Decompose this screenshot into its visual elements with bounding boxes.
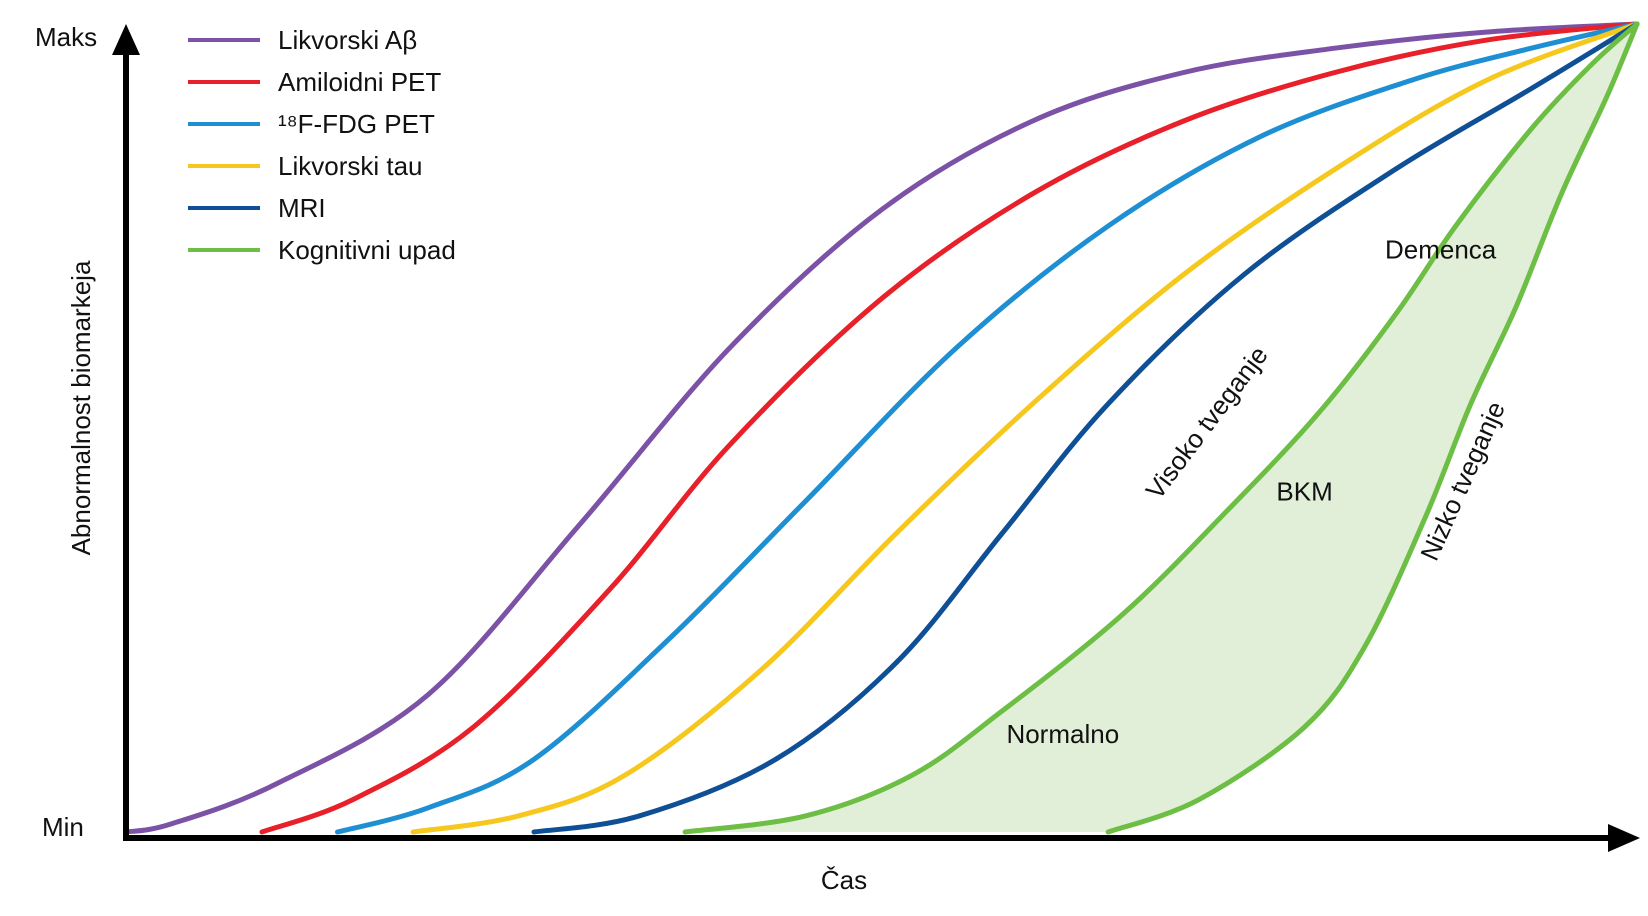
legend-label-4: Likvorski tau [278, 151, 423, 181]
legend-label-1: Likvorski Aβ [278, 25, 417, 55]
legend-label-3: ¹⁸F-FDG PET [278, 109, 435, 139]
shaded-region-layer [685, 24, 1637, 832]
legend-label-2: Amiloidni PET [278, 67, 441, 97]
series-line-4 [410, 21, 1640, 835]
legend-label-6: Kognitivni upad [278, 235, 456, 265]
series-line-5 [531, 21, 1640, 835]
series-line-3 [335, 21, 1640, 835]
series-line-2 [259, 21, 1640, 835]
annotation-3: Demenca [1385, 234, 1497, 264]
y-axis-label: Abnormalnost biomarkeja [66, 260, 96, 555]
x-axis-label: Čas [821, 865, 867, 895]
low-risk-line [1105, 21, 1640, 835]
annotation-1: Normalno [1006, 719, 1119, 749]
y-tick-min: Min [42, 812, 84, 842]
x-axis-arrow [1608, 824, 1640, 852]
y-axis-arrow [112, 24, 140, 55]
annotation-2: BKM [1276, 477, 1332, 507]
series-line-6 [682, 21, 1640, 835]
series-line-1 [123, 21, 1640, 835]
series-layer [123, 21, 1640, 835]
y-tick-max: Maks [35, 22, 97, 52]
legend: Likvorski Aβ Amiloidni PET ¹⁸F-FDG PET Likv… [188, 25, 456, 265]
shaded-region [685, 24, 1637, 832]
legend-label-5: MRI [278, 193, 326, 223]
axes [112, 24, 1640, 852]
